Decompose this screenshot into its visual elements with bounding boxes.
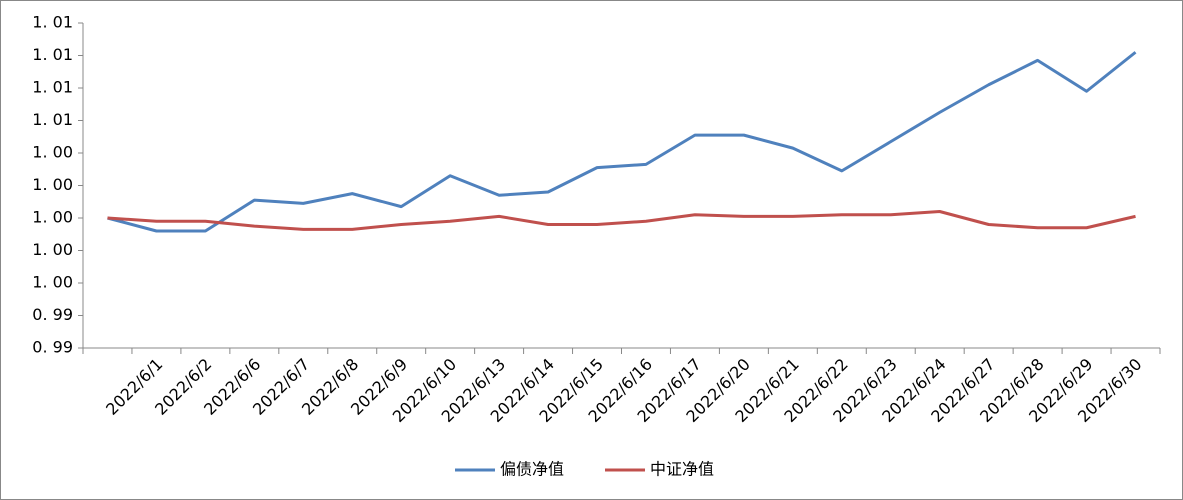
- y-tick-label: 1. 00: [32, 240, 73, 259]
- legend-label: 中证净值: [650, 460, 714, 479]
- legend-label: 偏债净值: [500, 460, 564, 479]
- series-line: [107, 51, 1137, 233]
- y-tick-label: 1. 00: [32, 208, 73, 227]
- y-tick-label: 0. 99: [32, 305, 73, 324]
- y-tick-label: 1. 00: [32, 273, 73, 292]
- series-line: [107, 210, 1136, 231]
- y-tick-label: 1. 00: [32, 175, 73, 194]
- y-tick-label: 1. 01: [32, 13, 73, 32]
- y-tick-label: 1. 00: [32, 143, 73, 162]
- y-tick-label: 0. 99: [32, 338, 73, 357]
- y-tick-label: 1. 01: [32, 110, 73, 129]
- y-tick-label: 1. 01: [32, 45, 73, 64]
- y-tick-label: 1. 01: [32, 78, 73, 97]
